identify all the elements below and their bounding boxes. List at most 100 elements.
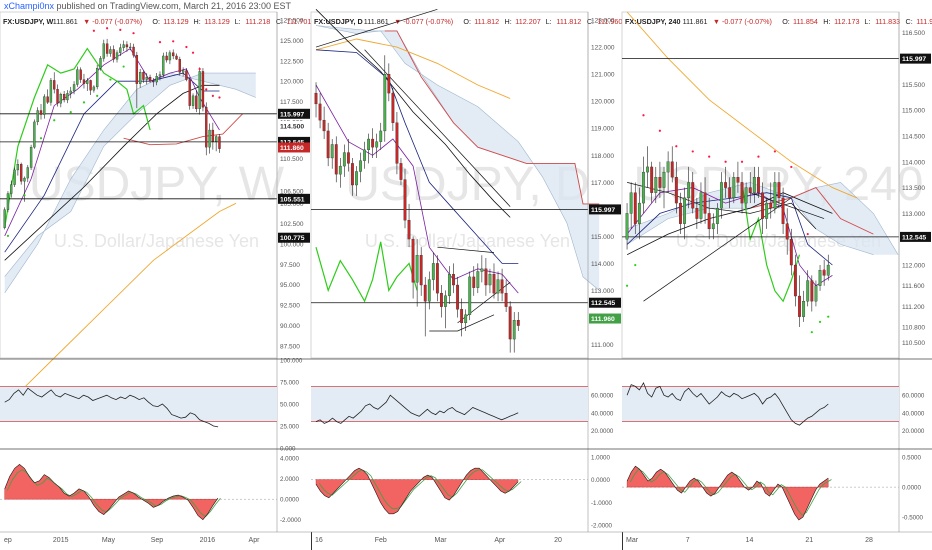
candle-body bbox=[338, 165, 342, 175]
high-value: 112.207 bbox=[515, 17, 540, 26]
candle-body bbox=[781, 197, 785, 224]
psar-dot bbox=[96, 94, 99, 97]
candle-body bbox=[666, 161, 670, 173]
psar-dot bbox=[211, 94, 214, 97]
candle-body bbox=[802, 301, 806, 317]
y-tick-label: 121.000 bbox=[591, 72, 615, 79]
psar-dot bbox=[658, 129, 662, 132]
close-value: 111.701 bbox=[287, 17, 312, 26]
low-key: L: bbox=[864, 17, 870, 26]
candle-body bbox=[175, 55, 178, 60]
y-tick-label: 87.500 bbox=[280, 343, 300, 350]
candle-body bbox=[342, 152, 346, 167]
y-tick-label: 95.000 bbox=[280, 282, 300, 289]
psar-dot bbox=[23, 194, 26, 197]
candle-body bbox=[798, 295, 801, 317]
candle-body bbox=[92, 86, 96, 91]
publisher-user[interactable]: xChampi0nx bbox=[4, 1, 55, 11]
candle-body bbox=[355, 171, 358, 186]
candle-body bbox=[89, 80, 92, 91]
chart-panel-w: USDJPY, WU.S. Dollar/Japanese YenFX:USDJ… bbox=[0, 11, 312, 550]
candle-body bbox=[629, 192, 633, 214]
rsi-tick-label: 20.0000 bbox=[902, 428, 925, 435]
candle-body bbox=[72, 84, 76, 92]
candle-body bbox=[39, 110, 43, 115]
candle-body bbox=[379, 130, 383, 142]
x-tick-label: Mar bbox=[435, 537, 448, 544]
kumo-red-line bbox=[750, 187, 874, 235]
y-tick-label: 97.500 bbox=[280, 262, 300, 269]
x-tick-label: 16 bbox=[315, 537, 323, 544]
rsi-tick-label: 50.000 bbox=[280, 402, 299, 409]
kumo-red-line bbox=[384, 30, 600, 205]
moving-average-orange bbox=[4, 202, 237, 408]
symbol-label: FX:USDJPY, 240 bbox=[625, 17, 681, 26]
close-value: 111.960 bbox=[598, 17, 623, 26]
change-value: ▼ -0.077 (-0.07%) bbox=[83, 17, 142, 26]
candle-body bbox=[363, 149, 366, 161]
low-key: L: bbox=[546, 17, 552, 26]
x-tick-label: Mar bbox=[626, 537, 639, 544]
rsi-tick-label: 60.0000 bbox=[591, 393, 614, 400]
price-label-box bbox=[278, 232, 310, 243]
price-label-box bbox=[589, 297, 621, 308]
kumo-span-a bbox=[315, 25, 600, 291]
candle-body bbox=[13, 169, 16, 185]
price-label-box bbox=[278, 142, 310, 153]
candle-body bbox=[346, 152, 350, 164]
candle-body bbox=[43, 96, 46, 115]
candle-body bbox=[650, 166, 654, 193]
high-key: H: bbox=[823, 17, 830, 26]
candle-body bbox=[752, 177, 756, 193]
price-label-box bbox=[589, 204, 621, 215]
macd-tick-label: 0.5000 bbox=[902, 455, 921, 462]
price-label: 112.545 bbox=[902, 234, 926, 241]
candle-body bbox=[334, 144, 338, 175]
candle-body bbox=[59, 94, 63, 104]
psar-dot bbox=[198, 67, 201, 71]
macd-line bbox=[315, 467, 519, 515]
candle-body bbox=[761, 192, 764, 219]
y-tick-label: 119.000 bbox=[591, 126, 614, 133]
y-tick-label: 111.200 bbox=[902, 304, 925, 311]
candle-body bbox=[168, 52, 172, 61]
open-key: O: bbox=[152, 17, 160, 26]
price-label-box bbox=[278, 193, 310, 204]
y-tick-label: 102.500 bbox=[280, 221, 304, 228]
candle-body bbox=[142, 72, 145, 80]
y-tick-label: 125.000 bbox=[280, 38, 304, 45]
candle-body bbox=[62, 94, 66, 101]
candle-body bbox=[670, 161, 674, 178]
psar-dot bbox=[53, 119, 56, 122]
candle-body bbox=[318, 103, 322, 121]
y-tick-label: 90.000 bbox=[280, 323, 300, 330]
candle-body bbox=[720, 182, 723, 209]
candle-body bbox=[99, 58, 102, 69]
candle-body bbox=[431, 263, 435, 280]
price-label: 105.551 bbox=[280, 196, 305, 203]
candle-body bbox=[472, 276, 476, 288]
psar-dot bbox=[218, 96, 221, 99]
rsi-tick-label: 25.000 bbox=[280, 424, 299, 431]
trend-line bbox=[315, 8, 438, 48]
candle-body bbox=[129, 46, 132, 48]
candle-body bbox=[23, 177, 26, 182]
candle-body bbox=[732, 177, 736, 199]
candle-body bbox=[375, 141, 379, 148]
rsi-tick-label: 60.0000 bbox=[902, 393, 925, 400]
candle-body bbox=[135, 54, 139, 84]
candle-body bbox=[777, 182, 781, 199]
trend-line bbox=[627, 182, 817, 230]
close-key: C: bbox=[587, 17, 594, 26]
high-value: 112.173 bbox=[834, 17, 859, 26]
x-tick-label: 14 bbox=[746, 537, 754, 544]
x-tick-label: Feb bbox=[375, 537, 387, 544]
psar-dot bbox=[740, 160, 744, 163]
psar-dot bbox=[827, 315, 830, 318]
candle-body bbox=[79, 69, 82, 80]
candle-body bbox=[391, 92, 395, 123]
rsi-tick-label: 100.000 bbox=[280, 358, 303, 365]
candle-body bbox=[6, 193, 10, 210]
candle-body bbox=[826, 264, 830, 276]
